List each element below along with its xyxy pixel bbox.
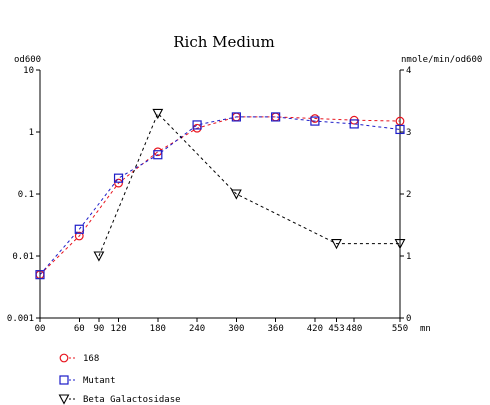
left-axis-tick-label: 1 <box>29 128 34 138</box>
series-1 <box>35 112 405 280</box>
legend-entry: Beta Galactosidase <box>58 394 181 405</box>
series-3 <box>93 108 406 262</box>
data-point <box>394 239 406 250</box>
data-point <box>93 251 105 262</box>
series-line <box>98 112 400 257</box>
data-point <box>114 178 123 188</box>
right-axis-tick-label: 0 <box>406 314 411 324</box>
data-point <box>231 112 241 122</box>
x-axis-tick-label: 00 <box>35 324 46 334</box>
data-point <box>192 120 202 130</box>
legend-marker <box>59 375 69 385</box>
axis-ticks: 0.001 0.01 0.1 1 10 0 1 2 3 4 00 60 90 120 180 240 300 36… <box>7 66 412 334</box>
series-layer <box>35 108 406 280</box>
data-point <box>395 124 405 135</box>
x-axis-tick-label: 180 <box>150 324 166 334</box>
x-axis-tick-label: 453 <box>328 324 344 334</box>
data-point <box>310 116 320 126</box>
legend: 168 Mutant Beta Galactosidase <box>58 353 181 405</box>
x-axis-tick-label: 420 <box>307 324 323 334</box>
x-axis-tick-label: 550 <box>392 324 408 334</box>
data-point <box>331 239 342 250</box>
series-2 <box>35 112 405 280</box>
legend-marker <box>58 394 70 405</box>
legend-entry: Mutant <box>59 375 116 386</box>
data-point <box>153 150 163 160</box>
x-axis-unit-label: mn <box>420 324 431 334</box>
left-axis-tick-label: 0.1 <box>18 190 34 200</box>
x-axis-tick-label: 360 <box>268 324 284 334</box>
data-point <box>74 231 84 241</box>
x-axis-tick-label: 240 <box>189 324 205 334</box>
left-axis-tick-label: 0.01 <box>12 252 34 262</box>
right-axis-tick-label: 3 <box>406 128 411 138</box>
data-point <box>152 108 164 120</box>
chart-title: Rich Medium <box>173 33 274 51</box>
x-axis-tick-label: 480 <box>346 324 362 334</box>
x-axis-tick-label: 60 <box>74 324 85 334</box>
data-point <box>271 112 281 122</box>
series-line <box>39 116 401 276</box>
data-point <box>35 270 45 280</box>
right-axis-tick-label: 4 <box>406 66 411 76</box>
data-point <box>230 189 242 200</box>
data-point <box>113 173 124 183</box>
data-point <box>349 119 359 129</box>
legend-label: Beta Galactosidase <box>83 395 181 405</box>
legend-entry: 168 <box>59 353 99 364</box>
left-axis-tick-label: 0.001 <box>7 314 34 324</box>
left-axis-tick-label: 10 <box>23 66 34 76</box>
right-axis-label: nmole/min/od600 <box>401 55 482 65</box>
series-line <box>39 116 401 275</box>
x-axis-tick-label: 120 <box>110 324 126 334</box>
x-axis-tick-label: 90 <box>93 324 104 334</box>
left-axis-label: od600 <box>14 55 41 65</box>
legend-label: Mutant <box>83 376 116 386</box>
right-axis-tick-label: 1 <box>406 252 411 262</box>
legend-marker <box>59 353 69 363</box>
legend-label: 168 <box>83 354 99 364</box>
x-axis-tick-label: 300 <box>228 324 244 334</box>
right-axis-tick-label: 2 <box>406 190 411 200</box>
data-point <box>74 224 84 234</box>
